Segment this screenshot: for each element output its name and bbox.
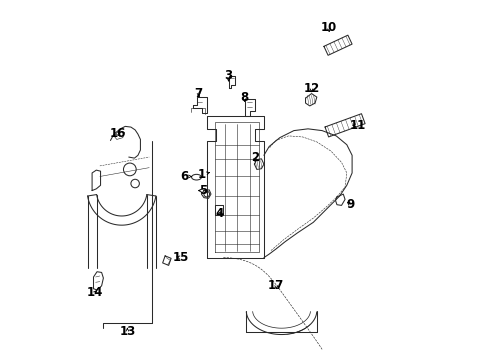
Text: 9: 9: [346, 198, 354, 211]
Text: 12: 12: [303, 82, 319, 95]
Text: 6: 6: [180, 170, 191, 183]
Text: 3: 3: [224, 69, 232, 82]
Text: 16: 16: [109, 127, 125, 140]
Text: 17: 17: [267, 279, 284, 292]
Text: 11: 11: [348, 119, 365, 132]
Text: 8: 8: [240, 91, 248, 104]
Text: 1: 1: [198, 168, 209, 181]
Text: 15: 15: [172, 251, 189, 264]
Text: 5: 5: [198, 184, 206, 197]
Text: 14: 14: [86, 287, 102, 300]
Text: 13: 13: [119, 325, 135, 338]
Text: 2: 2: [250, 150, 259, 163]
Text: 4: 4: [215, 207, 224, 220]
Text: 10: 10: [321, 21, 337, 34]
Text: 7: 7: [194, 87, 203, 100]
